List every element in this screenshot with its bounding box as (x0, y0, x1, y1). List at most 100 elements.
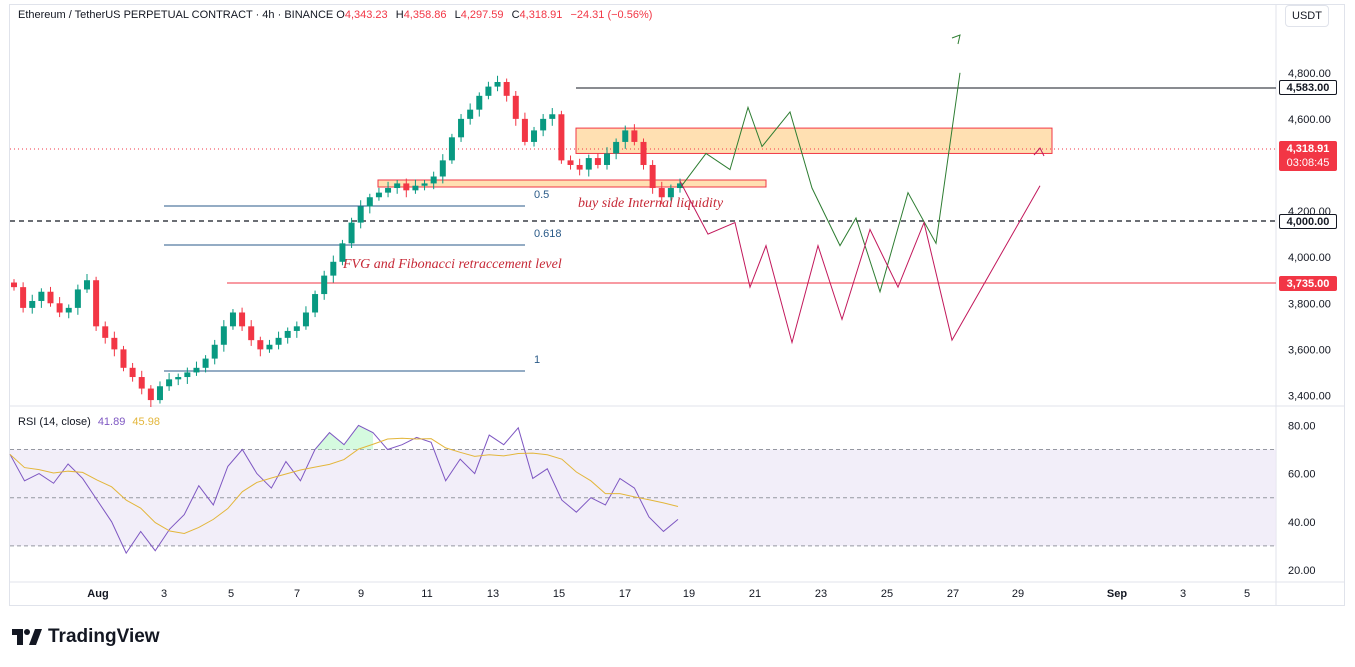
candle-up (321, 275, 328, 295)
candle-up (312, 294, 319, 313)
candle-up (275, 337, 282, 345)
candle-down (567, 160, 574, 165)
change-value: −24.31 (−0.56%) (570, 9, 653, 21)
time-axis-tick: 13 (487, 588, 499, 600)
candle-down (576, 164, 583, 170)
price-axis-tick: 3,600.00 (1288, 344, 1331, 356)
candle-up (366, 197, 373, 207)
candle-down (147, 388, 154, 401)
fib-level-label: 1 (534, 354, 540, 366)
time-axis-tick: 27 (947, 588, 959, 600)
tradingview-logo[interactable]: TradingView (12, 626, 160, 648)
buy-side-liquidity-zone (377, 179, 767, 188)
candle-down (658, 188, 665, 198)
time-axis-tick: 25 (881, 588, 893, 600)
candle-up (421, 183, 428, 186)
candle-up (622, 130, 629, 142)
candle-down (403, 183, 410, 191)
candle-down (11, 282, 17, 288)
candle-down (512, 95, 519, 119)
candle-up (83, 280, 90, 290)
support-price-tag: 3,735.00 (1279, 276, 1337, 291)
candle-down (102, 326, 109, 338)
time-axis-tick: 3 (1180, 588, 1186, 600)
candle-up (330, 261, 337, 276)
candle-up (175, 377, 182, 380)
candle-up (439, 160, 446, 177)
time-axis-tick: 15 (553, 588, 565, 600)
candle-up (184, 372, 191, 378)
time-axis-tick: 21 (749, 588, 761, 600)
candle-up (585, 158, 592, 170)
candle-up (494, 81, 501, 87)
candle-up (412, 185, 419, 191)
rsi-label: RSI (14, close) (18, 416, 91, 428)
symbol-legend: Ethereum / TetherUS PERPETUAL CONTRACT ·… (18, 9, 657, 21)
candle-down (239, 312, 246, 327)
liquidity-annotation: buy side Internal liquidity (578, 196, 724, 211)
candle-up (604, 153, 611, 165)
rsi-legend[interactable]: RSI (14, close) 41.89 45.98 (18, 416, 160, 428)
current-price-tag: 4,318.91 03:08:45 (1279, 141, 1337, 171)
candle-down (521, 118, 528, 142)
price-axis-tick: 4,000.00 (1288, 252, 1331, 264)
rsi-axis-tick: 20.00 (1288, 565, 1316, 577)
candle-up (549, 114, 556, 119)
rsi-value: 41.89 (97, 416, 126, 428)
bearish-arrowhead (1033, 147, 1045, 157)
time-axis-tick: 23 (815, 588, 827, 600)
candle-up (448, 137, 455, 161)
rsi-axis-tick: 60.00 (1288, 469, 1316, 481)
candle-down (594, 158, 601, 165)
candle-up (467, 109, 474, 119)
candle-up (293, 326, 300, 331)
candle-up (211, 344, 218, 359)
bullish-arrowhead (951, 34, 961, 45)
candle-up (65, 307, 72, 313)
candle-down (120, 349, 127, 368)
price-axis-tick: 4,800.00 (1288, 68, 1331, 80)
high-label: H (395, 9, 404, 21)
tradingview-logo-icon (12, 629, 42, 645)
candle-up (74, 289, 81, 308)
bearish-projection (679, 180, 1041, 345)
currency-button[interactable]: USDT (1285, 5, 1329, 27)
candle-up (458, 118, 465, 138)
candle-up (531, 130, 538, 142)
time-axis-tick: 3 (161, 588, 167, 600)
candle-down (640, 141, 647, 165)
candle-up (667, 188, 674, 198)
supply-zone (575, 127, 1053, 154)
close-label: C (511, 9, 520, 21)
time-axis-tick: 7 (294, 588, 300, 600)
close-value: 4,318.91 (519, 9, 563, 21)
rsi-ma-line (9, 437, 679, 534)
candle-up (339, 243, 346, 262)
time-axis-tick: 19 (683, 588, 695, 600)
time-axis-tick: 17 (619, 588, 631, 600)
candle-up (284, 330, 291, 338)
brand-name: TradingView (48, 626, 160, 647)
candle-up (394, 183, 401, 189)
candle-up (193, 367, 200, 373)
candle-down (257, 340, 264, 350)
time-axis-tick: 5 (1244, 588, 1250, 600)
fib-level-label: 0.618 (534, 228, 562, 240)
time-axis-tick: 5 (228, 588, 234, 600)
candle-up (202, 358, 209, 368)
candle-up (302, 312, 309, 327)
time-axis-tick: Aug (87, 588, 108, 600)
rsi-axis-tick: 40.00 (1288, 517, 1316, 529)
low-label: L (454, 9, 461, 21)
candle-down (93, 280, 100, 327)
candle-down (649, 164, 656, 189)
price-axis-tick: 3,400.00 (1288, 390, 1331, 402)
candle-up (430, 176, 437, 184)
time-axis-tick: 9 (358, 588, 364, 600)
rsi-ma-value: 45.98 (132, 416, 160, 428)
time-axis-tick: Sep (1107, 588, 1127, 600)
candle-down (47, 291, 54, 304)
candle-down (111, 337, 118, 350)
candle-down (248, 326, 255, 341)
